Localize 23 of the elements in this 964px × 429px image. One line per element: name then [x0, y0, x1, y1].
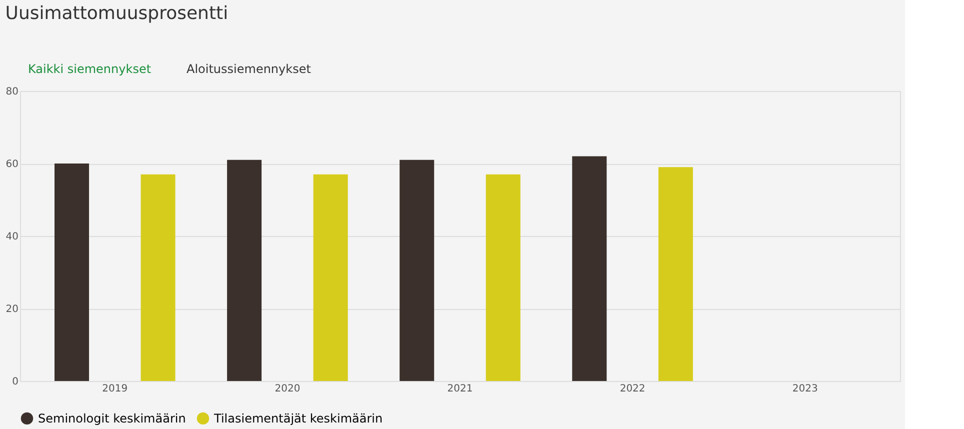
x-tick-label: 2022	[620, 384, 646, 394]
chart-title: Uusimattomuusprosentti	[5, 3, 228, 24]
x-tick-label: 2021	[447, 384, 473, 394]
y-tick-label: 0	[12, 376, 18, 388]
bar	[658, 167, 693, 381]
text: Aloitussiemennykset	[186, 62, 312, 76]
bar	[54, 164, 90, 381]
x-tick-label: 2023	[792, 384, 818, 394]
bar	[572, 156, 607, 381]
legend-label: Seminologit keskimäärin	[38, 411, 186, 426]
bar	[400, 160, 434, 381]
y-tick-label: 20	[6, 304, 18, 315]
x-tick-label: 2019	[102, 384, 128, 394]
bar	[140, 174, 176, 381]
x-tick-label: 2020	[274, 384, 300, 394]
bar	[227, 160, 262, 381]
y-tick-label: 80	[6, 86, 18, 98]
bar	[486, 174, 520, 381]
y-tick-label: 60	[6, 159, 18, 170]
bar	[313, 174, 348, 381]
legend-label: Tilasiementäjät keskimäärin	[213, 411, 383, 426]
text: Kaikki siemennykset	[28, 62, 152, 76]
y-tick-label: 40	[6, 232, 18, 242]
